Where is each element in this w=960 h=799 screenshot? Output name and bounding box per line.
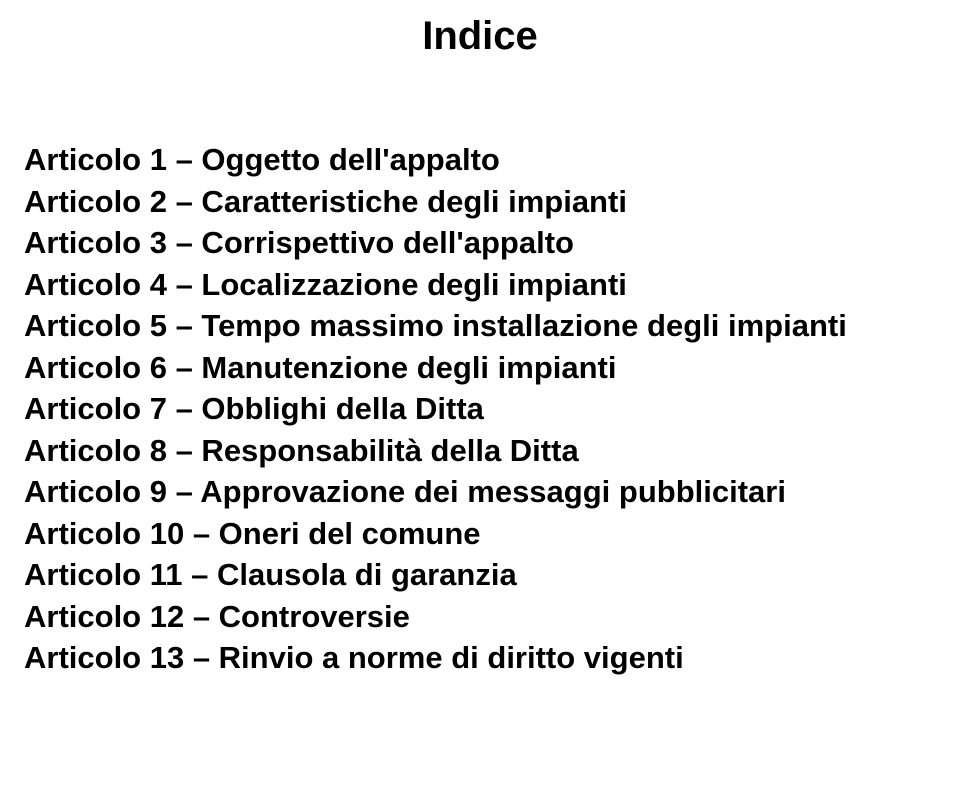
toc-item: Articolo 11 – Clausola di garanzia: [24, 554, 936, 596]
toc-item: Articolo 2 – Caratteristiche degli impia…: [24, 181, 936, 223]
toc-item: Articolo 3 – Corrispettivo dell'appalto: [24, 222, 936, 264]
toc-item: Articolo 4 – Localizzazione degli impian…: [24, 264, 936, 306]
toc-item: Articolo 10 – Oneri del comune: [24, 513, 936, 555]
toc-item: Articolo 8 – Responsabilità della Ditta: [24, 430, 936, 472]
toc-item: Articolo 5 – Tempo massimo installazione…: [24, 305, 936, 347]
toc-item: Articolo 1 – Oggetto dell'appalto: [24, 139, 936, 181]
table-of-contents: Articolo 1 – Oggetto dell'appalto Artico…: [24, 139, 936, 679]
toc-item: Articolo 13 – Rinvio a norme di diritto …: [24, 637, 936, 679]
toc-item: Articolo 7 – Obblighi della Ditta: [24, 388, 936, 430]
toc-item: Articolo 9 – Approvazione dei messaggi p…: [24, 471, 936, 513]
toc-item: Articolo 6 – Manutenzione degli impianti: [24, 347, 936, 389]
toc-item: Articolo 12 – Controversie: [24, 596, 936, 638]
document-page: Indice Articolo 1 – Oggetto dell'appalto…: [0, 0, 960, 679]
page-title: Indice: [24, 14, 936, 59]
